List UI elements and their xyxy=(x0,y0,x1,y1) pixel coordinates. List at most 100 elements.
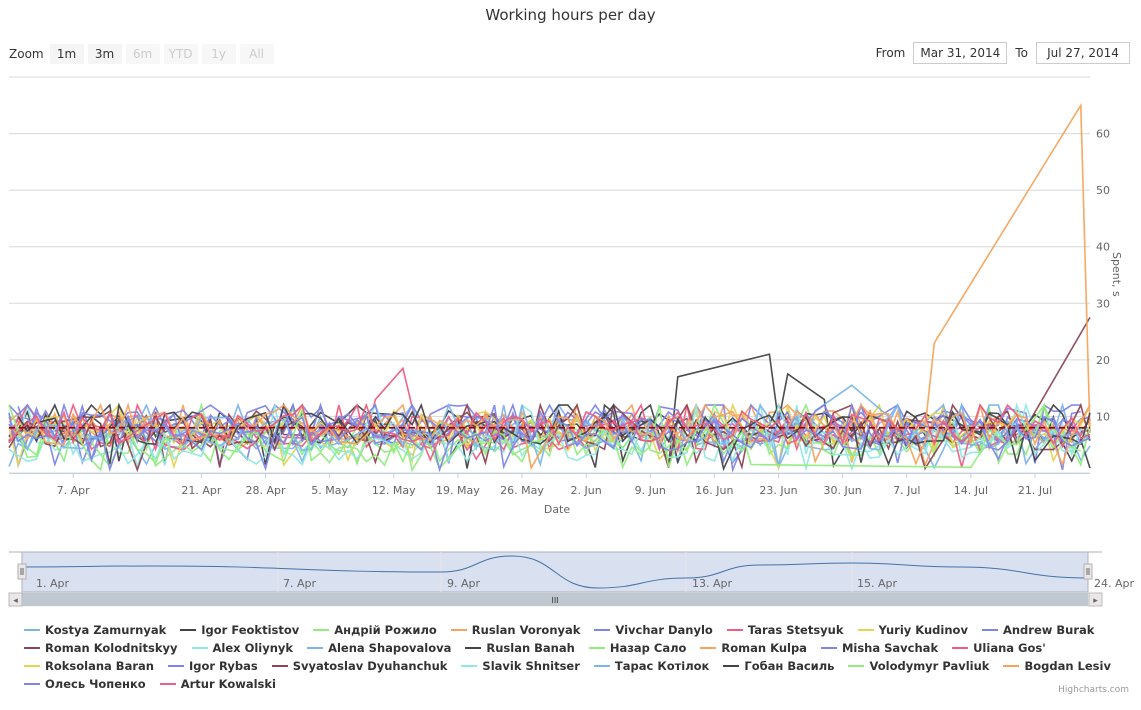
x-tick-label: 21. Jul xyxy=(1018,484,1052,497)
zoom-6m-button[interactable]: 6m xyxy=(125,44,160,64)
legend-item[interactable]: Alena Shapovalova xyxy=(307,640,451,656)
navigator-label: 1. Apr xyxy=(36,577,69,590)
legend-swatch xyxy=(307,647,324,649)
legend-label: Volodymyr Pavliuk xyxy=(869,659,990,673)
zoom-controls: Zoom 1m 3m 6m YTD 1y All xyxy=(9,44,278,64)
left-arrow-icon: ◂ xyxy=(13,596,18,606)
legend-label: Yuriy Kudinov xyxy=(878,623,968,637)
x-tick-label: 2. Jun xyxy=(571,484,602,497)
legend-swatch xyxy=(848,665,865,667)
chart-title: Working hours per day xyxy=(485,6,656,24)
legend-swatch xyxy=(450,629,467,631)
legend-swatch xyxy=(180,629,197,631)
x-tick-label: 12. May xyxy=(372,484,416,497)
legend-label: Ruslan Banah xyxy=(486,641,575,655)
legend-label: Svyatoslav Dyuhanchuk xyxy=(292,659,448,673)
legend-item[interactable]: Тарас Котілок xyxy=(593,658,710,674)
series-line[interactable] xyxy=(8,402,1091,472)
legend-item[interactable]: Yuriy Kudinov xyxy=(857,622,968,638)
legend-swatch xyxy=(465,647,482,649)
legend-item[interactable]: Kostya Zamurnyak xyxy=(24,622,166,638)
legend-swatch xyxy=(700,647,717,649)
legend-label: Тарас Котілок xyxy=(614,659,710,673)
legend-label: Slavik Shnitser xyxy=(482,659,580,673)
legend-label: Roman Kulpa xyxy=(721,641,807,655)
series-line[interactable] xyxy=(8,102,1091,446)
legend-swatch xyxy=(24,629,40,631)
legend-label: Andrew Burak xyxy=(1002,623,1095,637)
legend-swatch xyxy=(1003,665,1020,667)
legend-label: Олесь Чопенко xyxy=(45,677,146,691)
legend-label: Vivchar Danylo xyxy=(615,623,713,637)
legend-label: Taras Stetsyuk xyxy=(747,623,844,637)
scrollbar-left-button[interactable] xyxy=(8,592,23,607)
legend-swatch xyxy=(24,665,40,667)
series-line[interactable] xyxy=(8,402,1091,472)
legend-label: Roman Kolodnitskyy xyxy=(45,641,178,655)
legend-item[interactable]: Назар Сало xyxy=(588,640,686,656)
legend-label: Artur Kowalski xyxy=(180,677,276,691)
x-tick-label: 19. May xyxy=(436,484,480,497)
legend-item[interactable]: Svyatoslav Dyuhanchuk xyxy=(271,658,448,674)
from-date-input[interactable] xyxy=(913,42,1008,64)
credits-link[interactable]: Highcharts.com xyxy=(1058,685,1129,695)
legend-label: Alena Shapovalova xyxy=(328,641,452,655)
legend-item[interactable]: Bogdan Lesiv xyxy=(1003,658,1111,674)
x-axis-label: Date xyxy=(544,503,571,516)
legend-item[interactable]: Artur Kowalski xyxy=(159,676,276,692)
legend-label: Ruslan Voronyak xyxy=(471,623,581,637)
legend-label: Igor Rybas xyxy=(188,659,258,673)
legend-label: Roksolana Baran xyxy=(45,659,154,673)
right-arrow-icon: ▸ xyxy=(1093,596,1098,606)
zoom-ytd-button[interactable]: YTD xyxy=(163,44,198,64)
zoom-1m-button[interactable]: 1m xyxy=(49,44,84,64)
legend-item[interactable]: Vivchar Danylo xyxy=(594,622,713,638)
legend-item[interactable]: Андрій Рожило xyxy=(313,622,437,638)
scrollbar-thumb[interactable] xyxy=(22,593,1088,606)
legend-item[interactable]: Ruslan Voronyak xyxy=(450,622,581,638)
legend-swatch xyxy=(24,683,40,685)
navigator[interactable]: 1. Apr 7. Apr 9. Apr 13. Apr 15. Apr 24. Apr I… xyxy=(8,551,1134,607)
navigator-label: 9. Apr xyxy=(447,577,480,590)
legend-item[interactable]: Taras Stetsyuk xyxy=(726,622,844,638)
x-tick-label: 5. May xyxy=(311,484,348,497)
zoom-1y-button[interactable]: 1y xyxy=(201,44,236,64)
legend-item[interactable]: Andrew Burak xyxy=(981,622,1095,638)
series-line[interactable] xyxy=(8,402,1091,473)
legend-item[interactable]: Ruslan Banah xyxy=(465,640,575,656)
legend-item[interactable]: Олесь Чопенко xyxy=(24,676,146,692)
y-tick-label: 10 xyxy=(1096,410,1110,423)
x-tick-label: 23. Jun xyxy=(759,484,797,497)
legend-item[interactable]: Roman Kulpa xyxy=(700,640,807,656)
y-tick-label: 50 xyxy=(1096,184,1110,197)
legend-item[interactable]: Volodymyr Pavliuk xyxy=(848,658,989,674)
legend-label: Kostya Zamurnyak xyxy=(45,623,167,637)
zoom-all-button[interactable]: All xyxy=(239,44,274,64)
legend-item[interactable]: Slavik Shnitser xyxy=(461,658,580,674)
x-tick-label: 7. Jul xyxy=(893,484,920,497)
legend-label: Igor Feoktistov xyxy=(201,623,300,637)
x-tick-label: 28. Apr xyxy=(245,484,285,497)
series-line[interactable] xyxy=(8,402,1091,463)
legend-swatch xyxy=(461,665,478,667)
legend-item[interactable]: Roksolana Baran xyxy=(24,658,154,674)
series-line[interactable] xyxy=(8,403,1091,470)
to-date-input[interactable] xyxy=(1036,42,1130,64)
legend-label: Андрій Рожило xyxy=(334,623,437,637)
x-tick-label: 21. Apr xyxy=(181,484,221,497)
legend-item[interactable]: Гобан Василь xyxy=(723,658,834,674)
legend-item[interactable]: Misha Savchak xyxy=(820,640,938,656)
scrollbar-right-button[interactable] xyxy=(1088,592,1103,607)
legend-item[interactable]: Igor Rybas xyxy=(167,658,258,674)
y-tick-label: 30 xyxy=(1096,297,1110,310)
zoom-3m-button[interactable]: 3m xyxy=(87,44,122,64)
navigator-handle[interactable] xyxy=(17,563,27,580)
legend-item[interactable]: Igor Feoktistov xyxy=(180,622,299,638)
legend-item[interactable]: Roman Kolodnitskyy xyxy=(24,640,178,656)
legend-label: Uliana Gos' xyxy=(973,641,1046,655)
navigator-handle[interactable] xyxy=(1083,563,1093,580)
legend-swatch xyxy=(594,629,611,631)
series-layer xyxy=(8,102,1091,473)
legend-item[interactable]: Uliana Gos' xyxy=(952,640,1046,656)
legend-item[interactable]: Alex Oliynyk xyxy=(191,640,293,656)
